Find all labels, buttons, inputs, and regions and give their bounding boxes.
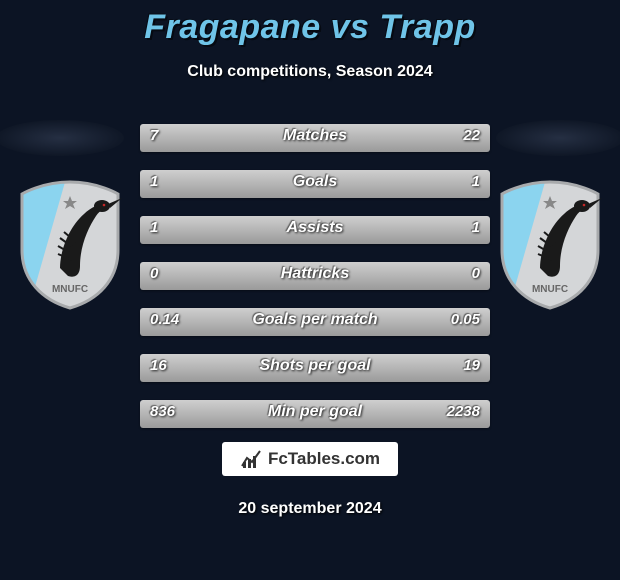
stat-label: Goals — [140, 173, 490, 191]
stat-label: Hattricks — [140, 265, 490, 283]
stat-value-right: 22 — [463, 127, 480, 144]
stat-row: 0.14Goals per match0.05 — [140, 308, 490, 336]
stat-row: 0Hattricks0 — [140, 262, 490, 290]
stat-row: 1Goals1 — [140, 170, 490, 198]
stat-label: Matches — [140, 127, 490, 145]
stat-value-right: 1 — [472, 219, 480, 236]
stat-row: 1Assists1 — [140, 216, 490, 244]
stat-value-right: 2238 — [447, 403, 480, 420]
player-badge-shadow-left — [0, 120, 124, 156]
svg-text:MNUFC: MNUFC — [532, 284, 568, 295]
stat-label: Shots per goal — [140, 357, 490, 375]
stat-label: Assists — [140, 219, 490, 237]
player-comparison-card: Fragapane vs Trapp Club competitions, Se… — [0, 0, 620, 580]
player-badge-shadow-right — [496, 120, 620, 156]
stat-value-right: 0 — [472, 265, 480, 282]
stat-rows: 7Matches221Goals11Assists10Hattricks00.1… — [140, 124, 490, 446]
stat-row: 16Shots per goal19 — [140, 354, 490, 382]
page-title: Fragapane vs Trapp — [0, 0, 620, 47]
svg-text:MNUFC: MNUFC — [52, 284, 88, 295]
stat-value-right: 0.05 — [451, 311, 480, 328]
stat-label: Goals per match — [140, 311, 490, 329]
date-text: 20 september 2024 — [0, 500, 620, 518]
chart-icon — [240, 448, 262, 470]
subtitle: Club competitions, Season 2024 — [0, 63, 620, 81]
stat-label: Min per goal — [140, 403, 490, 421]
stat-value-right: 1 — [472, 173, 480, 190]
stat-row: 836Min per goal2238 — [140, 400, 490, 428]
fctables-logo[interactable]: FcTables.com — [222, 442, 398, 476]
team-crest-left: MNUFC — [18, 180, 122, 310]
stat-value-right: 19 — [463, 357, 480, 374]
stat-row: 7Matches22 — [140, 124, 490, 152]
logo-text: FcTables.com — [268, 449, 380, 469]
team-crest-right: MNUFC — [498, 180, 602, 310]
